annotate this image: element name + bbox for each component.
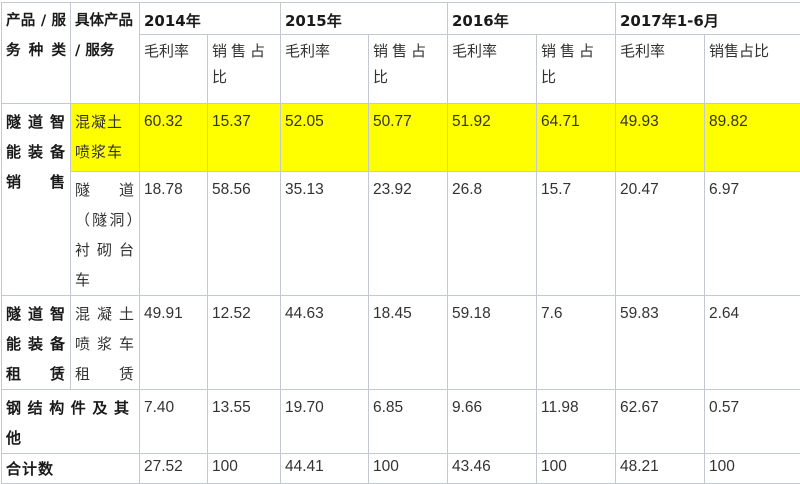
product-cell: 混凝土喷浆车 — [71, 104, 140, 172]
value-cell: 49.93 — [616, 104, 705, 172]
value-cell: 7.40 — [140, 390, 208, 454]
category-cell: 隧道智能装备租赁 — [2, 296, 71, 390]
value-cell: 59.83 — [616, 296, 705, 390]
value-cell: 6.85 — [369, 390, 448, 454]
header-sales-share: 销售占比 — [208, 35, 281, 104]
table-row: 隧道（隧洞）衬砌台车 18.78 58.56 35.13 23.92 26.8 … — [2, 172, 800, 296]
value-cell: 27.52 — [140, 454, 208, 484]
header-year-2016: 2016年 — [448, 3, 616, 35]
value-cell: 52.05 — [281, 104, 369, 172]
header-product: 具体产品 / 服务 — [71, 3, 140, 104]
value-cell: 100 — [705, 454, 800, 484]
value-cell: 9.66 — [448, 390, 537, 454]
total-row: 合计数 27.52 100 44.41 100 43.46 100 48.21 … — [2, 454, 800, 484]
value-cell: 11.98 — [537, 390, 616, 454]
value-cell: 19.70 — [281, 390, 369, 454]
value-cell: 48.21 — [616, 454, 705, 484]
value-cell: 100 — [208, 454, 281, 484]
header-sales-share: 销售占比 — [537, 35, 616, 104]
value-cell: 0.57 — [705, 390, 800, 454]
table-row: 隧道智能装备租赁 混凝土喷浆车租赁 49.91 12.52 44.63 18.4… — [2, 296, 800, 390]
value-cell: 100 — [537, 454, 616, 484]
value-cell: 51.92 — [448, 104, 537, 172]
category-cell: 隧道智能装备销售 — [2, 104, 71, 296]
value-cell: 18.78 — [140, 172, 208, 296]
value-cell: 58.56 — [208, 172, 281, 296]
value-cell: 89.82 — [705, 104, 800, 172]
header-gross-margin: 毛利率 — [140, 35, 208, 104]
header-year-2015: 2015年 — [281, 3, 448, 35]
value-cell: 13.55 — [208, 390, 281, 454]
value-cell: 15.37 — [208, 104, 281, 172]
value-cell: 62.67 — [616, 390, 705, 454]
value-cell: 2.64 — [705, 296, 800, 390]
value-cell: 59.18 — [448, 296, 537, 390]
table-row: 钢结构件及其他 7.40 13.55 19.70 6.85 9.66 11.98… — [2, 390, 800, 454]
value-cell: 43.46 — [448, 454, 537, 484]
category-cell: 钢结构件及其他 — [2, 390, 140, 454]
product-cell: 隧道（隧洞）衬砌台车 — [71, 172, 140, 296]
header-gross-margin: 毛利率 — [616, 35, 705, 104]
header-sales-share: 销售占比 — [705, 35, 800, 104]
header-year-2014: 2014年 — [140, 3, 281, 35]
total-label: 合计数 — [2, 454, 140, 484]
value-cell: 44.41 — [281, 454, 369, 484]
value-cell: 18.45 — [369, 296, 448, 390]
value-cell: 35.13 — [281, 172, 369, 296]
value-cell: 15.7 — [537, 172, 616, 296]
header-year-2017h1: 2017年1-6月 — [616, 3, 800, 35]
value-cell: 60.32 — [140, 104, 208, 172]
value-cell: 7.6 — [537, 296, 616, 390]
value-cell: 20.47 — [616, 172, 705, 296]
header-category: 产品 / 服务种类 — [2, 3, 71, 104]
value-cell: 49.91 — [140, 296, 208, 390]
header-gross-margin: 毛利率 — [281, 35, 369, 104]
value-cell: 64.71 — [537, 104, 616, 172]
value-cell: 6.97 — [705, 172, 800, 296]
value-cell: 12.52 — [208, 296, 281, 390]
value-cell: 50.77 — [369, 104, 448, 172]
table-row: 隧道智能装备销售 混凝土喷浆车 60.32 15.37 52.05 50.77 … — [2, 104, 800, 172]
value-cell: 26.8 — [448, 172, 537, 296]
value-cell: 44.63 — [281, 296, 369, 390]
header-gross-margin: 毛利率 — [448, 35, 537, 104]
value-cell: 100 — [369, 454, 448, 484]
value-cell: 23.92 — [369, 172, 448, 296]
header-sales-share: 销售占比 — [369, 35, 448, 104]
product-cell: 混凝土喷浆车租赁 — [71, 296, 140, 390]
